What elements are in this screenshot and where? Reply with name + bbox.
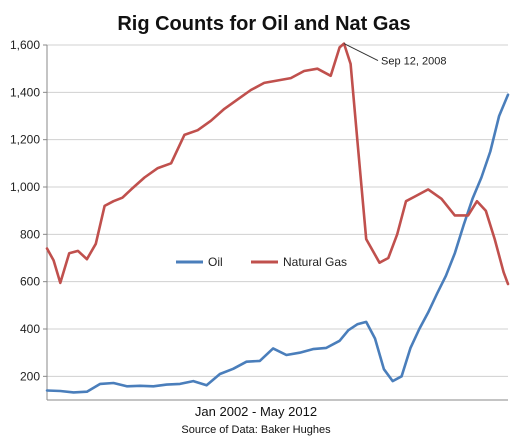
- chart-title: Rig Counts for Oil and Nat Gas: [117, 13, 410, 35]
- y-tick-label-400: 400: [20, 322, 40, 336]
- annotation-leader-line: [343, 43, 379, 62]
- series-layer: [45, 42, 510, 394]
- gridlines: [47, 44, 508, 377]
- series-line-natural-gas: [45, 42, 510, 286]
- annotation: Sep 12, 2008: [343, 43, 446, 68]
- y-axis: 200 400 600 800 1,000 1,200 1,400 1,600: [10, 38, 47, 383]
- y-tick-label-1000: 1,000: [10, 180, 40, 194]
- y-tick-label-200: 200: [20, 369, 40, 383]
- legend-label-oil: Oil: [208, 255, 223, 269]
- legend: Oil Natural Gas: [176, 255, 347, 269]
- y-tick-label-1600: 1,600: [10, 38, 40, 52]
- y-tick-label-800: 800: [20, 227, 40, 241]
- y-tick-label-600: 600: [20, 275, 40, 289]
- y-tick-label-1400: 1,400: [10, 85, 40, 99]
- x-axis-label: Jan 2002 - May 2012: [195, 404, 317, 419]
- y-tick-label-1200: 1,200: [10, 133, 40, 147]
- source-note: Source of Data: Baker Hughes: [181, 424, 331, 436]
- annotation-label: Sep 12, 2008: [381, 56, 446, 68]
- series-line-oil: [45, 93, 510, 394]
- legend-label-natural-gas: Natural Gas: [283, 255, 347, 269]
